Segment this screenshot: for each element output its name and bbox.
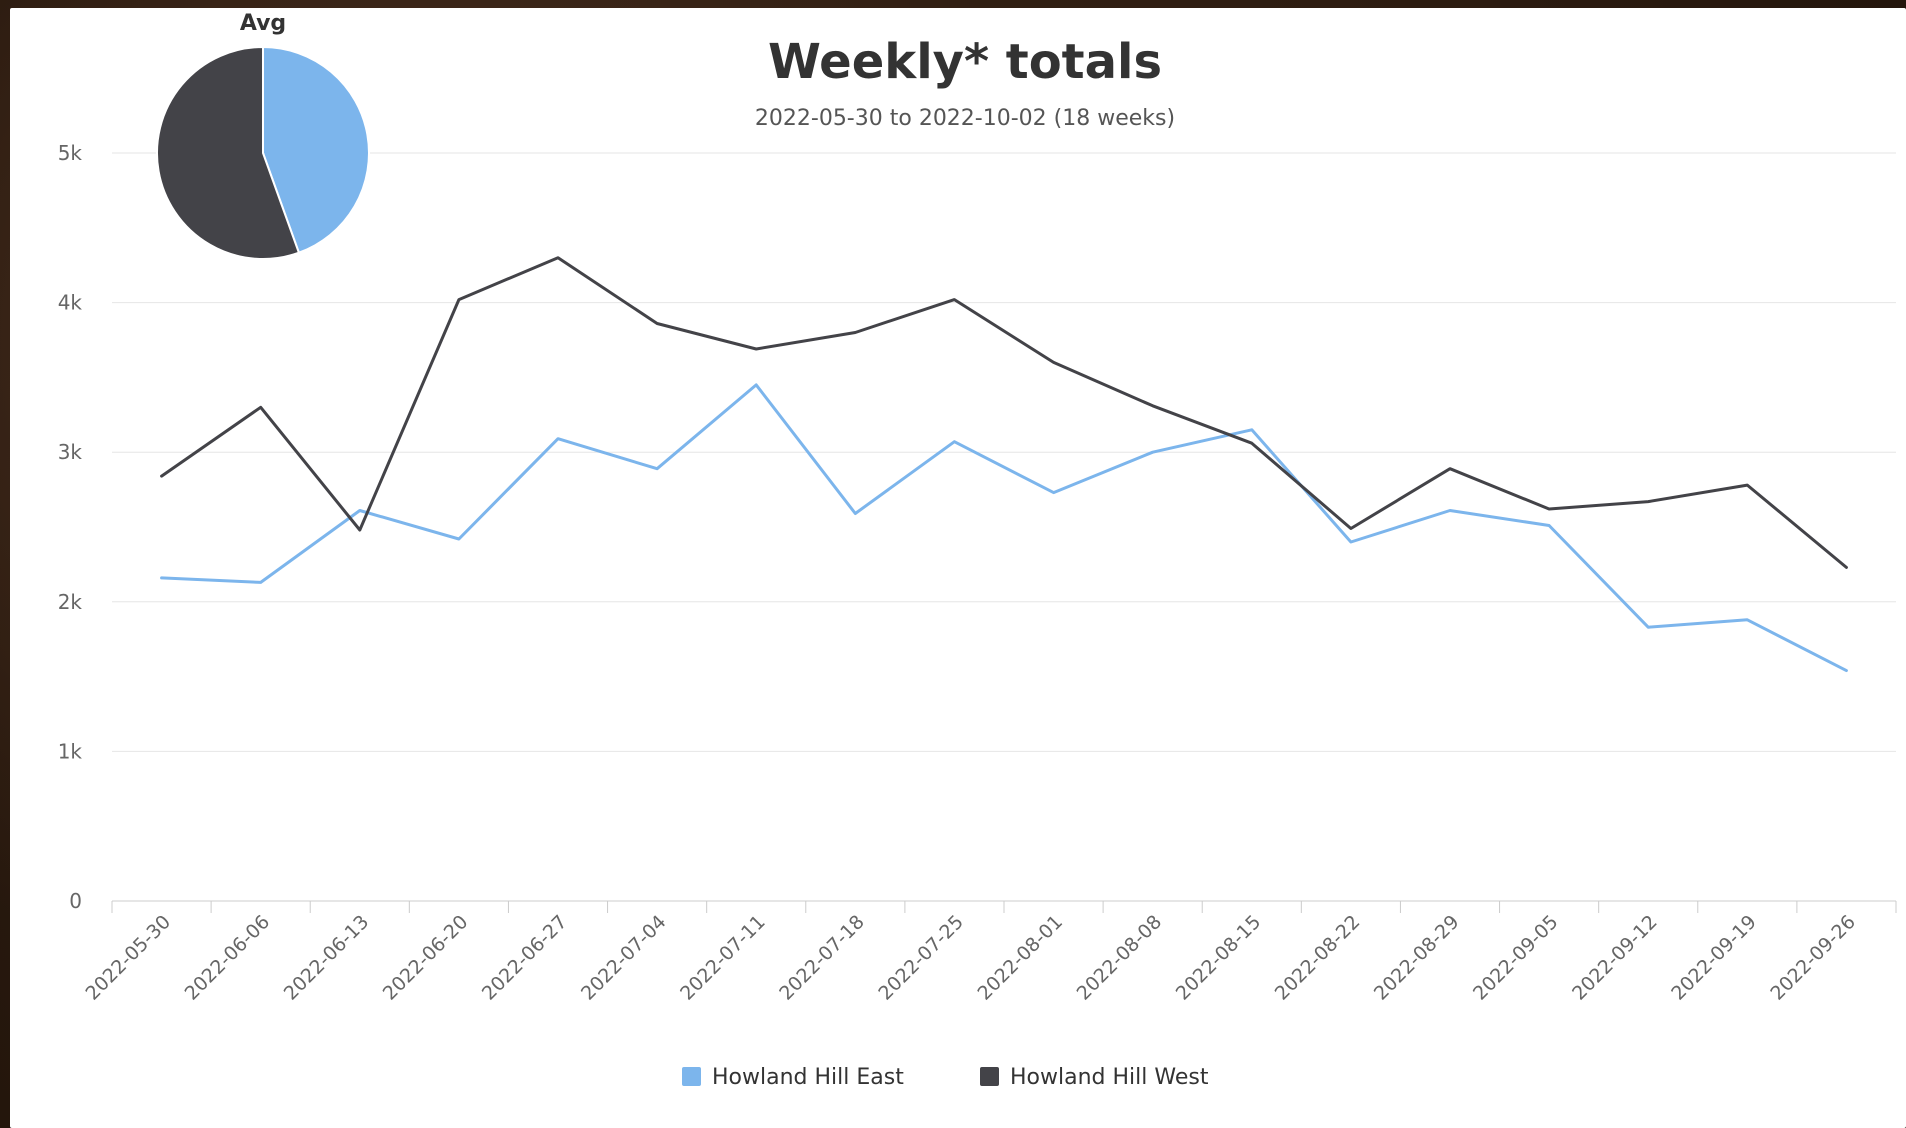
data-point[interactable] — [1841, 666, 1851, 676]
data-point[interactable] — [1445, 464, 1455, 474]
data-point[interactable] — [1346, 537, 1356, 547]
y-tick-label: 5k — [58, 141, 83, 165]
data-point[interactable] — [850, 328, 860, 338]
legend-swatch — [682, 1067, 701, 1086]
data-point[interactable] — [454, 534, 464, 544]
data-point[interactable] — [949, 437, 959, 447]
chart-subtitle: 2022-05-30 to 2022-10-02 (18 weeks) — [755, 106, 1175, 131]
legend-item-west[interactable]: Howland Hill West — [980, 1065, 1209, 1090]
series-line-east[interactable] — [160, 383, 1848, 673]
pie-title: Avg — [240, 11, 286, 36]
y-tick-label: 3k — [58, 440, 83, 464]
data-point[interactable] — [1049, 357, 1059, 367]
x-tick-label: 2022-06-20 — [379, 911, 473, 1005]
data-point[interactable] — [355, 525, 365, 535]
data-point[interactable] — [355, 506, 365, 516]
data-point[interactable] — [1247, 425, 1257, 435]
x-tick-label: 2022-06-27 — [478, 911, 572, 1005]
y-tick-label: 0 — [69, 889, 82, 913]
data-point[interactable] — [553, 253, 563, 263]
data-point[interactable] — [157, 573, 167, 583]
data-point[interactable] — [1346, 523, 1356, 533]
x-tick-label: 2022-07-04 — [577, 911, 671, 1005]
legend-item-east[interactable]: Howland Hill East — [682, 1065, 904, 1090]
x-tick-label: 2022-07-25 — [874, 911, 968, 1005]
x-tick-label: 2022-05-30 — [81, 911, 175, 1005]
data-point[interactable] — [652, 464, 662, 474]
x-tick-label: 2022-08-29 — [1370, 911, 1464, 1005]
chart-panel: 0 1k 2k 3k 4k 5k 2022-05-30 2022-06-06 2022-06-… — [10, 8, 1906, 1128]
series-line-west[interactable] — [160, 256, 1848, 569]
data-point[interactable] — [751, 344, 761, 354]
x-tick-label: 2022-08-22 — [1271, 911, 1365, 1005]
data-point[interactable] — [1445, 506, 1455, 516]
data-point[interactable] — [1148, 401, 1158, 411]
x-tick-label: 2022-07-18 — [775, 911, 869, 1005]
data-point[interactable] — [1742, 480, 1752, 490]
data-point[interactable] — [454, 295, 464, 305]
data-point[interactable] — [1544, 521, 1554, 531]
data-point[interactable] — [1643, 622, 1653, 632]
y-tick-label: 1k — [58, 739, 83, 763]
y-tick-label: 2k — [58, 590, 83, 614]
data-point[interactable] — [1247, 438, 1257, 448]
data-point[interactable] — [1841, 562, 1851, 572]
legend-label: Howland Hill East — [712, 1065, 904, 1090]
x-tick-label: 2022-08-08 — [1073, 911, 1167, 1005]
data-point[interactable] — [553, 434, 563, 444]
data-point[interactable] — [751, 380, 761, 390]
legend-label: Howland Hill West — [1010, 1065, 1209, 1090]
x-tick-label: 2022-09-26 — [1766, 911, 1860, 1005]
x-tick-label: 2022-09-12 — [1568, 911, 1662, 1005]
legend-swatch — [980, 1067, 999, 1086]
data-point[interactable] — [1148, 447, 1158, 457]
data-point[interactable] — [1544, 504, 1554, 514]
data-point[interactable] — [850, 509, 860, 519]
data-point[interactable] — [652, 319, 662, 329]
pie-slice-east[interactable] — [262, 45, 370, 255]
data-point[interactable] — [1643, 497, 1653, 507]
data-point[interactable] — [256, 577, 266, 587]
data-point[interactable] — [157, 471, 167, 481]
chart-title: Weekly* totals — [768, 34, 1162, 90]
x-tick-label: 2022-08-01 — [973, 911, 1067, 1005]
data-point[interactable] — [949, 295, 959, 305]
pie-slice-west[interactable] — [156, 45, 301, 260]
data-point[interactable] — [1742, 615, 1752, 625]
x-tick-label: 2022-06-13 — [280, 911, 374, 1005]
x-tick-label: 2022-09-05 — [1469, 911, 1563, 1005]
data-point[interactable] — [256, 402, 266, 412]
x-tick-label: 2022-06-06 — [181, 911, 275, 1005]
x-tick-label: 2022-07-11 — [676, 911, 770, 1005]
x-tick-label: 2022-08-15 — [1172, 911, 1266, 1005]
x-tick-label: 2022-09-19 — [1667, 911, 1761, 1005]
data-point[interactable] — [1049, 488, 1059, 498]
y-tick-label: 4k — [58, 291, 83, 315]
